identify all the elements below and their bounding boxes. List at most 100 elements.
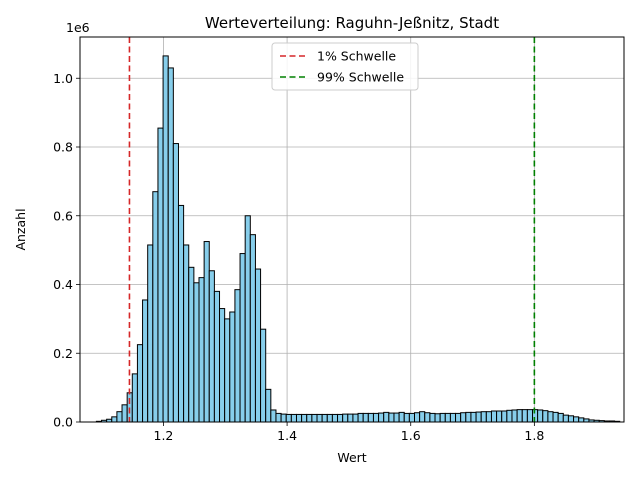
y-tick-label: 0.8 [53,140,73,155]
histogram-bar [444,412,451,423]
histogram-bar [111,416,118,423]
x-axis-label: Wert [337,450,366,465]
histogram-bar [249,234,256,423]
histogram-bar [116,411,123,423]
histogram-bar [511,409,518,423]
histogram-bar [542,410,549,423]
histogram-bar [388,412,395,423]
histogram-bar [260,328,267,423]
histogram-bar [172,143,179,423]
histogram-bar [372,412,380,423]
histogram-bar [562,414,569,423]
histogram-bar [301,413,308,423]
histogram-bar [557,412,564,423]
histogram-bar [162,55,169,423]
histogram-bar [285,413,292,423]
histogram-bar [398,411,405,423]
histogram-bar [331,413,339,423]
histogram-bar [131,373,138,423]
histogram-bar [224,318,231,423]
histogram-bar [526,409,534,423]
histogram-bar [208,270,215,423]
histogram-bar [475,411,482,423]
histogram-bar [306,413,313,423]
histogram-bar [434,413,441,423]
histogram-bar [121,404,128,423]
legend-box [271,42,419,91]
histogram-bar [316,413,323,423]
histogram-bar [449,412,457,423]
histogram-bar [275,412,282,423]
histogram-bar [573,416,580,423]
histogram-bar [203,241,210,423]
x-tick-label: 1.8 [524,428,544,443]
histogram-bar [419,411,426,423]
histogram-bar [490,410,498,423]
histogram-bar [362,412,369,423]
histogram-bar [413,412,421,423]
histogram-bar [429,412,436,423]
axis-ticks: 1.2 1.4 1.6 1.8 0.0 0.2 0.4 0.6 0.8 1.0 [53,71,544,443]
histogram-bar [311,413,318,423]
histogram-bar [357,412,364,423]
histogram-bar [337,413,344,423]
histogram-bar [578,417,585,423]
histogram-bar [157,127,164,423]
y-tick-label: 0.0 [53,415,73,430]
histogram-bar [321,413,328,423]
histogram-bar [537,409,544,423]
histogram-bar [439,412,446,423]
histogram-bar [352,413,359,423]
histogram-bar [183,244,190,423]
histogram-bar [213,290,221,423]
histogram-bar [470,411,477,423]
x-tick-label: 1.2 [154,428,174,443]
axes-frame [79,36,625,423]
histogram-bar [290,413,297,423]
histogram-bar [193,282,200,423]
histogram-bar [408,412,415,423]
histogram-bar [547,411,554,423]
histogram-bar [239,253,246,423]
histogram-bar [270,409,277,423]
histogram-bar [480,411,487,423]
histogram-bar [378,412,385,423]
y-tick-label: 1.0 [53,71,73,86]
x-tick-label: 1.4 [277,428,297,443]
histogram-bar [167,67,174,423]
histogram-bar [234,289,241,423]
histogram-bar [465,411,472,423]
histogram-bar [198,277,205,423]
histogram-bar [254,268,262,423]
histogram-bar [424,412,431,423]
histogram-bar [177,204,185,423]
histogram-bar [567,415,575,423]
y-tick-label: 0.4 [53,277,73,292]
x-tick-label: 1.6 [401,428,421,443]
histogram-bar [188,266,195,423]
y-tick-label: 0.6 [53,208,73,223]
histogram-bar [295,413,303,423]
legend-label-1pct: 1% Schwelle [317,49,396,64]
histogram-bar [496,410,503,423]
histogram-bar [460,412,467,423]
histogram-bar [516,409,523,423]
chart-title: Werteverteilung: Raguhn-Jeßnitz, Stadt [205,14,499,32]
histogram-bar [265,388,272,423]
histogram-bar [152,191,159,423]
histogram-bar [506,409,513,423]
histogram-bar [383,411,390,423]
histogram-bar [147,244,154,423]
legend: 1% Schwelle 99% Schwelle [271,42,419,91]
histogram-bar [521,409,528,423]
legend-label-99pct: 99% Schwelle [317,70,404,85]
histogram-bar [367,412,374,423]
histogram-bar [347,413,354,423]
histogram-bar [501,410,508,423]
histogram-bar [552,411,559,423]
histogram-bar [342,413,349,423]
y-offset-label: 1e6 [66,20,90,35]
histogram-bar [229,311,236,423]
histogram-bar [219,308,226,423]
